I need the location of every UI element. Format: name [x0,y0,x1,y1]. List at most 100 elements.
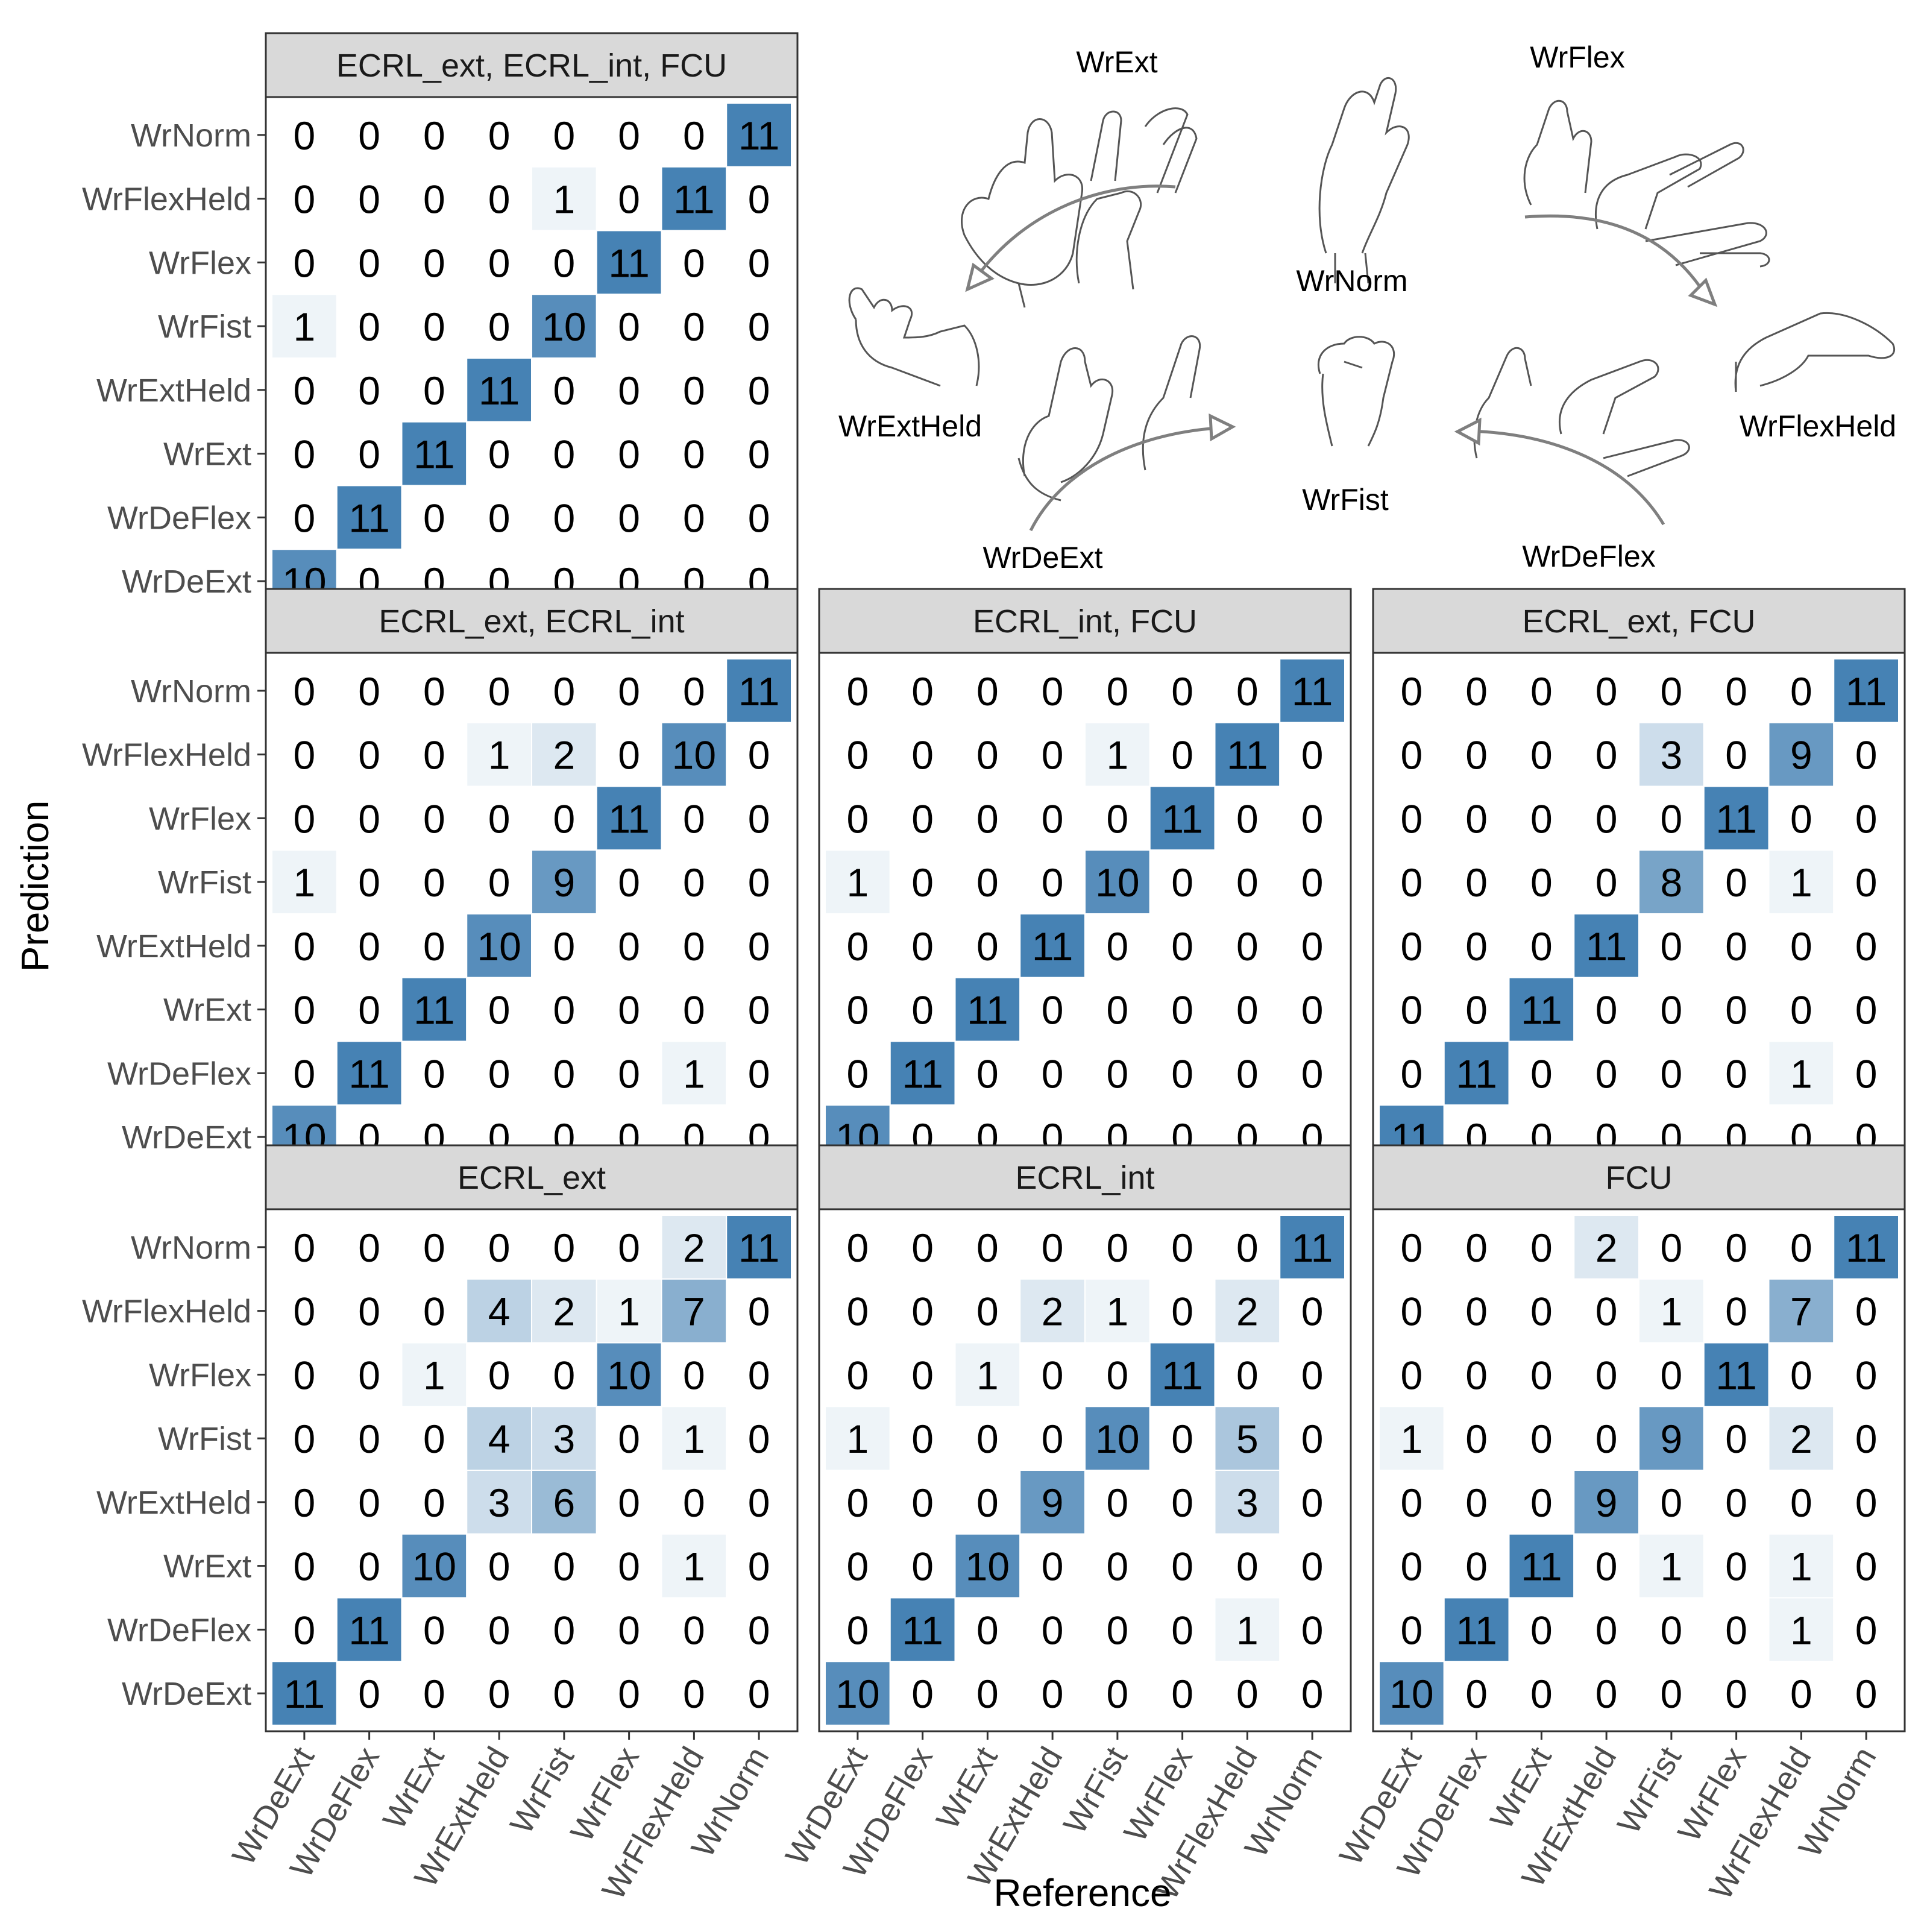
heatmap-cell [1149,722,1216,787]
cell-value: 0 [553,924,576,969]
cell-value: 0 [553,1544,576,1589]
heatmap-cell [271,1470,338,1535]
heatmap-cell [726,1406,792,1471]
heatmap-cell [661,1342,728,1408]
arrowhead-left-down [965,262,995,292]
heatmap-cell [271,1661,338,1726]
cell-value: 0 [683,669,705,714]
heatmap-cell [1149,1470,1216,1535]
cell-value: 0 [748,733,770,778]
heatmap-cell [1508,849,1575,914]
cell-value: 0 [1530,1608,1553,1652]
cell-value: 0 [1595,733,1618,778]
arrowhead-right [1209,413,1236,442]
cell-value: 0 [1107,669,1129,714]
cell-value: 0 [911,924,934,969]
hand-icon [848,287,980,387]
cell-value: 0 [294,432,316,477]
cell-value: 0 [553,1608,576,1652]
arrowhead-right-down [1688,277,1718,307]
cell-value: 11 [1292,1226,1333,1270]
cell-value: 0 [847,1544,869,1589]
heatmap-cell [726,913,792,978]
cell-value: 0 [1725,1544,1747,1589]
cell-value: 0 [1042,1608,1064,1652]
heatmap-cell [271,166,338,231]
heatmap-cell [466,1533,532,1599]
cell-value: 0 [847,1051,869,1096]
cell-value: 0 [358,1672,380,1716]
cell-value: 0 [488,241,511,285]
heatmap-cell [726,722,792,787]
cell-value: 0 [683,496,705,540]
label-wrext: WrExt [1076,45,1157,79]
cell-value: 0 [488,1544,511,1589]
cell-value: 0 [1236,1672,1259,1716]
heatmap-cell [401,1215,468,1280]
cell-value: 0 [553,1353,576,1397]
cell-value: 0 [423,304,445,349]
cell-value: 0 [1855,733,1878,778]
cell-value: 0 [1855,1480,1878,1525]
cell-value: 0 [976,796,999,841]
label-wrdeflex: WrDeFlex [1522,540,1655,573]
cell-value: 0 [748,432,770,477]
cell-value: 0 [1790,1672,1812,1716]
heatmap-cell [889,1470,956,1535]
heatmap-cell [1379,849,1445,914]
heatmap-cell [466,658,532,723]
heatmap-cell [1084,849,1151,914]
heatmap-cell [661,785,728,851]
cell-value: 0 [358,177,380,222]
cell-value: 0 [1171,860,1193,905]
cell-value: 0 [618,304,640,349]
heatmap-cell [1638,849,1705,914]
cell-value: 0 [1661,988,1683,1033]
y-tick-label: WrExtHeld [96,373,251,409]
heatmap-cell [1379,1342,1445,1408]
heatmap-cell [1084,722,1151,787]
cell-value: 0 [1465,860,1488,905]
heatmap-cell [1768,722,1835,787]
y-tick-label: WrFist [158,864,251,901]
heatmap-cell [336,294,403,359]
y-tick-label: WrExt [163,992,251,1028]
heatmap-cell [1443,913,1510,978]
heatmap-cell [336,1661,403,1726]
cell-value: 0 [1042,1353,1064,1397]
cell-value: 0 [748,496,770,540]
cell-value: 0 [1301,1544,1324,1589]
cell-value: 0 [847,1608,869,1652]
heatmap-cell [1508,658,1575,723]
heatmap-cell [1768,1215,1835,1280]
cell-value: 1 [1661,1289,1683,1334]
heatmap-cell [1084,1597,1151,1663]
cell-value: 2 [1595,1226,1618,1270]
cell-value: 0 [1595,1544,1618,1589]
cell-value: 0 [423,796,445,841]
cell-value: 10 [477,924,521,969]
cell-value: 0 [683,924,705,969]
heatmap-cell [271,294,338,359]
cell-value: 0 [618,368,640,413]
heatmap-cell [726,230,792,295]
cell-value: 3 [1236,1480,1259,1525]
heatmap-cell [401,1597,468,1663]
cell-value: 0 [911,1226,934,1270]
heatmap-cell [1019,1597,1086,1663]
cell-value: 0 [1107,988,1129,1033]
cell-value: 0 [1042,988,1064,1033]
cell-value: 0 [1401,1289,1423,1334]
cell-value: 0 [1401,988,1423,1033]
cell-value: 0 [847,669,869,714]
heatmap-cell [1084,977,1151,1042]
heatmap-cell [596,1278,662,1344]
cell-value: 0 [294,177,316,222]
cell-value: 0 [1530,1353,1553,1397]
panel-border [1372,1208,1906,1732]
panel-title: ECRL_int, FCU [973,603,1197,640]
hand-icon [1523,100,1770,268]
heatmap-cell [1768,1661,1835,1726]
heatmap-cell [1573,658,1639,723]
